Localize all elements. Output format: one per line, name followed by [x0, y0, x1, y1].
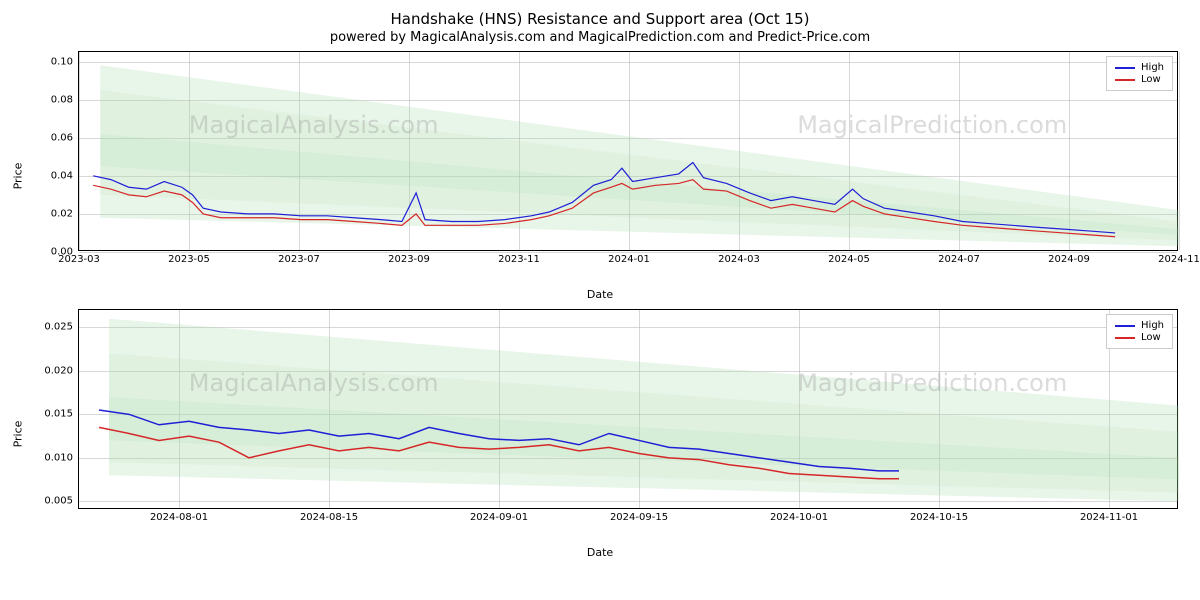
xtick-label: 2023-11: [498, 250, 540, 265]
legend-label: High: [1141, 320, 1164, 331]
xtick-label: 2024-11: [1158, 250, 1200, 265]
ylabel-bottom: Price: [12, 421, 25, 448]
xtick-label: 2023-07: [278, 250, 320, 265]
xtick-label: 2024-08-15: [300, 508, 358, 523]
ytick-label: 0.015: [44, 409, 79, 420]
ytick-label: 0.04: [51, 170, 79, 181]
xtick-label: 2024-09-15: [610, 508, 668, 523]
legend-swatch: [1115, 325, 1135, 327]
ylabel-top: Price: [12, 163, 25, 190]
legend-label: Low: [1141, 74, 1161, 85]
series-high: [93, 162, 1115, 232]
bottom-panel: Price 0.0050.0100.0150.0200.0252024-08-0…: [8, 309, 1192, 559]
ytick-label: 0.025: [44, 322, 79, 333]
legend-row-low: Low: [1115, 332, 1164, 343]
legend: HighLow: [1106, 314, 1173, 349]
xtick-label: 2023-03: [58, 250, 100, 265]
xtick-label: 2024-10-01: [770, 508, 828, 523]
chart-subtitle: powered by MagicalAnalysis.com and Magic…: [8, 30, 1192, 45]
ytick-label: 0.06: [51, 132, 79, 143]
ytick-label: 0.010: [44, 452, 79, 463]
series-high: [99, 410, 899, 471]
series-low: [93, 180, 1115, 237]
legend-swatch: [1115, 79, 1135, 81]
series-low: [99, 427, 899, 478]
ytick-label: 0.005: [44, 496, 79, 507]
legend-label: Low: [1141, 332, 1161, 343]
xlabel-top: Date: [587, 288, 613, 301]
legend: HighLow: [1106, 56, 1173, 91]
xtick-label: 2024-09-01: [470, 508, 528, 523]
top-panel: Price 0.000.020.040.060.080.102023-03202…: [8, 51, 1192, 301]
xtick-label: 2024-03: [718, 250, 760, 265]
legend-swatch: [1115, 337, 1135, 339]
xtick-label: 2024-07: [938, 250, 980, 265]
xtick-label: 2024-01: [608, 250, 650, 265]
ytick-label: 0.10: [51, 56, 79, 67]
xtick-label: 2024-08-01: [150, 508, 208, 523]
legend-swatch: [1115, 67, 1135, 69]
xtick-label: 2024-10-15: [910, 508, 968, 523]
legend-row-high: High: [1115, 62, 1164, 73]
ytick-label: 0.020: [44, 365, 79, 376]
legend-row-high: High: [1115, 320, 1164, 331]
xtick-label: 2024-11-01: [1080, 508, 1138, 523]
plot-area-bottom: 0.0050.0100.0150.0200.0252024-08-012024-…: [78, 309, 1178, 509]
xtick-label: 2024-09: [1048, 250, 1090, 265]
ytick-label: 0.02: [51, 208, 79, 219]
xlabel-bottom: Date: [587, 546, 613, 559]
series-lines: [79, 52, 1177, 250]
ytick-label: 0.08: [51, 94, 79, 105]
legend-row-low: Low: [1115, 74, 1164, 85]
xtick-label: 2023-05: [168, 250, 210, 265]
legend-label: High: [1141, 62, 1164, 73]
xtick-label: 2024-05: [828, 250, 870, 265]
series-lines: [79, 310, 1177, 508]
xtick-label: 2023-09: [388, 250, 430, 265]
plot-area-top: 0.000.020.040.060.080.102023-032023-0520…: [78, 51, 1178, 251]
chart-title: Handshake (HNS) Resistance and Support a…: [8, 10, 1192, 28]
